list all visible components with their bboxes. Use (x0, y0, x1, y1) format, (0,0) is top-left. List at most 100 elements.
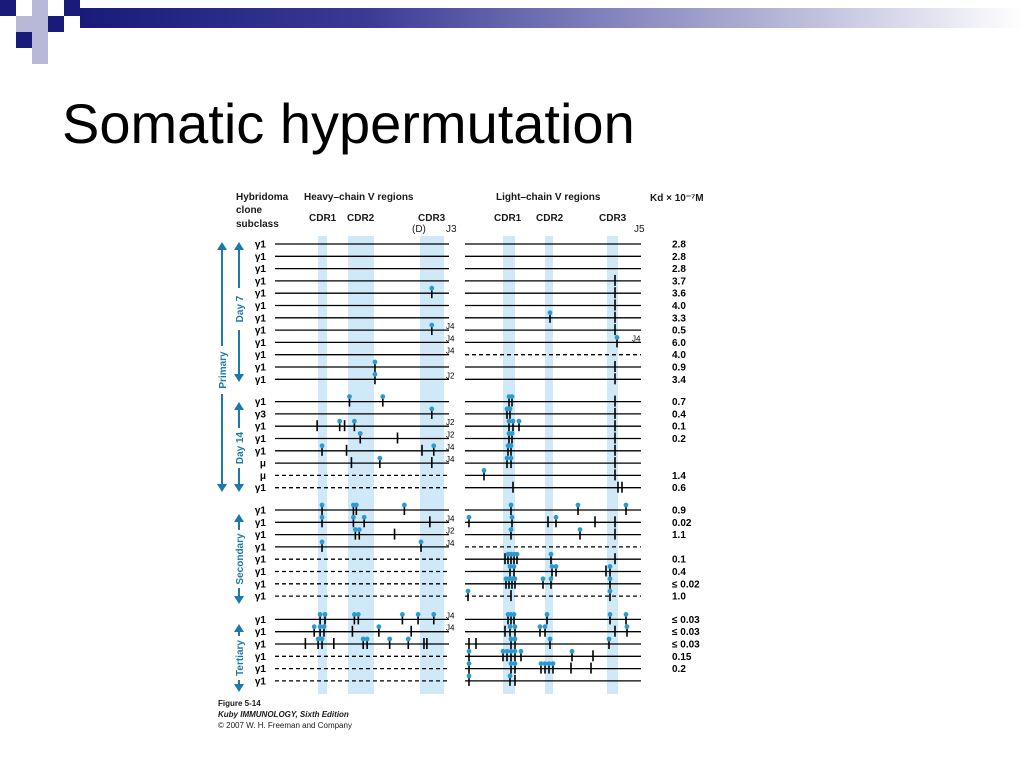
arrow-up-icon (234, 624, 244, 632)
heavy-j-segment: J4 (446, 322, 455, 331)
row: γ1 2.8 (255, 264, 686, 275)
heavy-mutation-replacement-dot (356, 527, 362, 532)
header-light-cdr3: CDR3 (599, 213, 627, 224)
light-mutation (504, 648, 510, 662)
heavy-mutation (401, 502, 407, 515)
heavy-mutation (418, 539, 424, 552)
heavy-mutation (429, 285, 435, 299)
heavy-j-segment: J2 (446, 418, 455, 427)
header-light-cdr2: CDR2 (536, 213, 564, 224)
heavy-mutation (372, 359, 378, 372)
row-subclass: γ1 (255, 363, 267, 374)
heavy-mutation-replacement-dot (319, 636, 325, 642)
header-subclass: subclass (236, 219, 279, 230)
heavy-mutation (376, 624, 382, 637)
row-subclass: γ1 (255, 664, 267, 675)
row-subclass: γ1 (255, 567, 267, 578)
light-mutation (508, 455, 514, 469)
row-subclass: γ1 (255, 422, 267, 433)
row-subclass: γ3 (255, 409, 267, 420)
heavy-mutation-replacement-dot (377, 455, 383, 461)
light-mutation (542, 624, 548, 637)
deco-square (64, 0, 80, 16)
row-subclass: γ1 (255, 506, 267, 517)
heavy-mutation-replacement-dot (400, 612, 405, 617)
light-mutation-replacement-dot (512, 624, 518, 630)
heavy-mutation-replacement-dot (372, 371, 378, 377)
row: γ1 0.7 (255, 394, 686, 408)
heavy-mutation-replacement-dot (361, 514, 367, 520)
row-subclass: γ1 (255, 627, 267, 638)
row-subclass: γ1 (255, 350, 267, 361)
light-mutation (509, 394, 515, 407)
light-mutation (550, 661, 556, 674)
row-kd-value: 1.4 (672, 471, 686, 482)
arrow-down-icon (234, 484, 244, 492)
light-mutation (466, 514, 472, 528)
heavy-mutation (415, 612, 421, 625)
light-mutation-replacement-dot (512, 661, 518, 666)
heavy-mutation (356, 527, 362, 540)
row-kd-value: ≤ 0.03 (672, 627, 700, 638)
light-mutation-replacement-dot (466, 648, 472, 654)
light-mutation (569, 648, 575, 662)
light-mutation-replacement-dot (547, 310, 553, 316)
row-kd-value: 4.0 (672, 301, 686, 312)
row-subclass: γ1 (255, 338, 267, 349)
light-mutation-replacement-dot (550, 661, 556, 666)
row: γ1 0.9 (255, 359, 686, 374)
light-mutation-replacement-dot (553, 514, 559, 520)
header-heavy-cdr3: CDR3 (418, 213, 446, 224)
row: γ1 0.1 (255, 551, 686, 566)
light-mutation-replacement-dot (511, 612, 517, 617)
row: γ1 J2 1.1 (255, 527, 686, 542)
row: γ1 0.4 (255, 564, 686, 578)
light-mutation (540, 576, 546, 589)
light-mutation-replacement-dot (516, 418, 522, 424)
heavy-j-segment: J4 (446, 455, 455, 464)
light-mutation (514, 551, 520, 565)
figure-5-14: Hybridoma clone subclass Heavy–chain V r… (212, 184, 732, 736)
row: γ1 J4 4.0 (255, 347, 686, 362)
row-subclass: γ1 (255, 676, 267, 687)
heavy-mutation (319, 636, 325, 649)
row-subclass: γ1 (255, 518, 267, 529)
light-mutation-replacement-dot (466, 661, 472, 666)
row-subclass: γ1 (255, 483, 267, 494)
heavy-mutation-replacement-dot (401, 502, 407, 508)
row: γ1 J4 J4 6.0 (255, 334, 686, 349)
light-mutation (548, 551, 554, 565)
row: μ J4 (260, 455, 641, 470)
light-mutation-replacement-dot (507, 564, 513, 569)
heavy-mutation (387, 636, 393, 649)
light-mutation (607, 576, 613, 589)
header-hybridoma: Hybridoma (236, 192, 289, 203)
header-light-cdr1: CDR1 (494, 213, 522, 224)
row-kd-value: 0.02 (672, 518, 692, 529)
heavy-j-segment: J4 (446, 443, 455, 452)
heavy-mutation (319, 539, 325, 552)
header-heavy-cdr2: CDR2 (347, 213, 375, 224)
heavy-mutation-replacement-dot (372, 359, 378, 365)
row-subclass: γ1 (255, 446, 267, 457)
light-mutation-replacement-dot (577, 527, 583, 532)
title-gradient-bar (80, 8, 1024, 28)
light-mutation (508, 527, 514, 540)
row-kd-value: 0.6 (672, 483, 686, 494)
heavy-mutation-replacement-dot (355, 612, 361, 617)
light-mutation (507, 624, 513, 637)
heavy-mutation (380, 394, 386, 407)
light-mutation-replacement-dot (508, 455, 514, 461)
heavy-mutation (322, 612, 328, 625)
row-subclass: γ1 (255, 301, 267, 312)
heavy-mutation-replacement-dot (352, 527, 358, 532)
row-kd-value: 0.5 (672, 326, 686, 337)
light-mutation (507, 564, 513, 577)
heavy-j-segment: J2 (446, 371, 455, 380)
row-kd-value: 1.0 (672, 592, 686, 603)
heavy-mutation (353, 502, 359, 515)
heavy-mutation-replacement-dot (317, 612, 323, 617)
row-subclass: γ1 (255, 640, 267, 651)
heavy-mutation-replacement-dot (322, 612, 328, 617)
heavy-j-segment: J4 (446, 611, 455, 620)
